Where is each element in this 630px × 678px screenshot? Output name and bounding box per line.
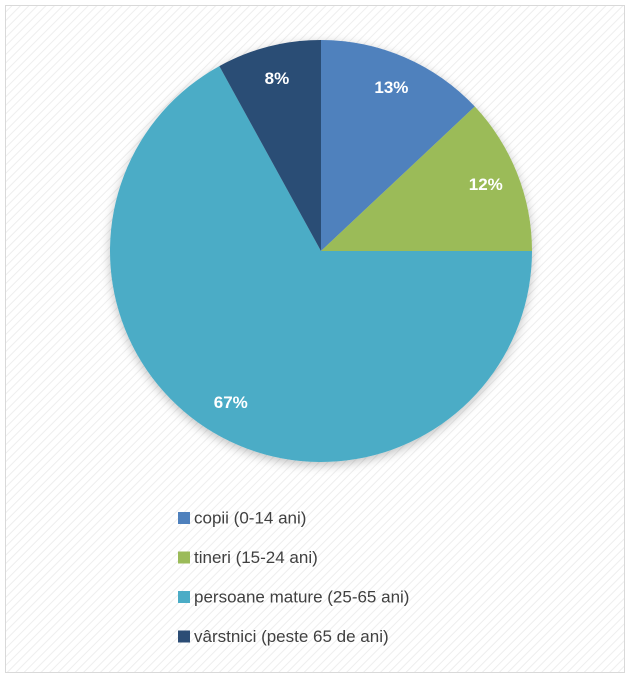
pie xyxy=(109,40,532,462)
legend-label: copii (0-14 ani) xyxy=(194,508,306,527)
legend: copii (0-14 ani) tineri (15-24 ani) persoa… xyxy=(178,508,409,646)
legend-label: tineri (15-24 ani) xyxy=(194,548,318,567)
pie-slice xyxy=(109,66,532,462)
legend-swatch xyxy=(178,512,190,524)
data-label: 8% xyxy=(265,69,290,88)
data-label: 13% xyxy=(374,78,408,97)
legend-label: vârstnici (peste 65 de ani) xyxy=(194,627,389,646)
legend-swatch xyxy=(178,630,190,643)
labels: 13% 12% 67% 8% xyxy=(214,69,503,412)
legend-swatch xyxy=(178,551,190,564)
pie-slice xyxy=(321,40,475,251)
pie-slice xyxy=(219,40,321,251)
legend-label: persoane mature (25-65 ani) xyxy=(194,587,409,606)
data-label: 12% xyxy=(469,175,503,194)
data-label: 67% xyxy=(214,393,248,412)
pie-slice xyxy=(321,106,532,251)
legend-swatch xyxy=(178,591,190,603)
